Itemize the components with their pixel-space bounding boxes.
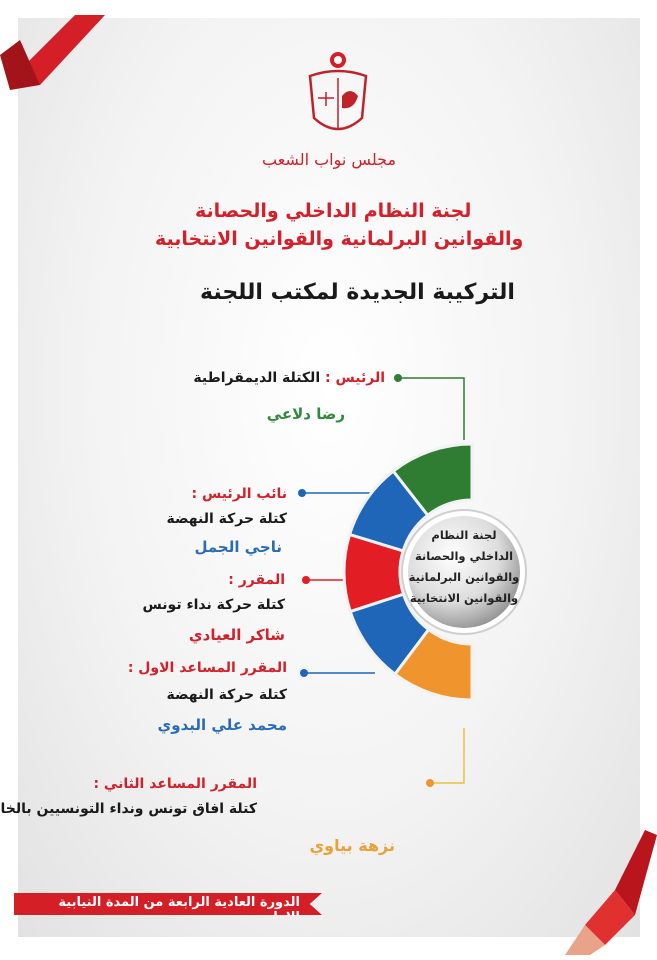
session-text: الدورة العادية الرابعة من المدة النيابية…: [58, 895, 300, 915]
ring-segment: [392, 627, 474, 702]
committee-title-line2: والقوانين البرلمانية والقوانين الانتخابي…: [155, 228, 524, 250]
bloc: كتلة حركة النهضة: [166, 511, 287, 527]
name: محمد علي البدوي: [157, 716, 287, 734]
poster-card: [18, 18, 640, 937]
connector-dot: [394, 374, 402, 382]
name: شاكر العيادي: [188, 626, 285, 644]
role: نائب الرئيس :: [191, 486, 287, 502]
org-name: مجلس نواب الشعب: [262, 150, 397, 169]
center-circle: [408, 516, 520, 628]
bloc: كتلة حركة نداء تونس: [142, 597, 286, 613]
center-line: الداخلي والحصانة: [414, 549, 514, 563]
bloc: كتلة حركة النهضة: [166, 687, 287, 703]
connector-dot: [426, 779, 434, 787]
committee-title-line1: لجنة النظام الداخلي والحصانة: [195, 200, 472, 222]
name: رضا دلاعي: [266, 405, 345, 423]
bottom-right-ribbon: [565, 830, 657, 955]
role: المقرر المساعد الاول :: [127, 660, 287, 676]
bloc: الكتلة الديمقراطية: [193, 370, 321, 386]
center-line: والقوانين البرلمانية: [408, 570, 520, 584]
connector-dot: [298, 489, 306, 497]
bloc: كتلة افاق تونس ونداء التونسيين بالخارج: [0, 801, 257, 817]
center-label: لجنة النظام الداخلي والحصانة والقوانين ا…: [408, 525, 520, 609]
session-banner: الدورة العادية الرابعة من المدة النيابية…: [14, 893, 322, 915]
center-line: لجنة النظام: [431, 528, 497, 542]
top-left-ribbon: [0, 15, 105, 90]
connector-line: [398, 377, 465, 440]
center-line: والقوانين الانتخابية: [409, 591, 519, 605]
role: المقرر المساعد الثاني :: [93, 776, 257, 792]
connector-dot: [300, 669, 308, 677]
name: نزهة بياوي: [309, 836, 395, 855]
connector-dot: [302, 576, 310, 584]
name: ناجي الجمل: [194, 538, 282, 556]
subtitle: التركيبة الجديدة لمكتب اللجنة: [200, 280, 515, 305]
parliament-seal-logo: [308, 52, 368, 131]
connector-line: [430, 728, 465, 784]
role: المقرر :: [228, 572, 285, 588]
role: الرئيس :: [325, 370, 385, 386]
